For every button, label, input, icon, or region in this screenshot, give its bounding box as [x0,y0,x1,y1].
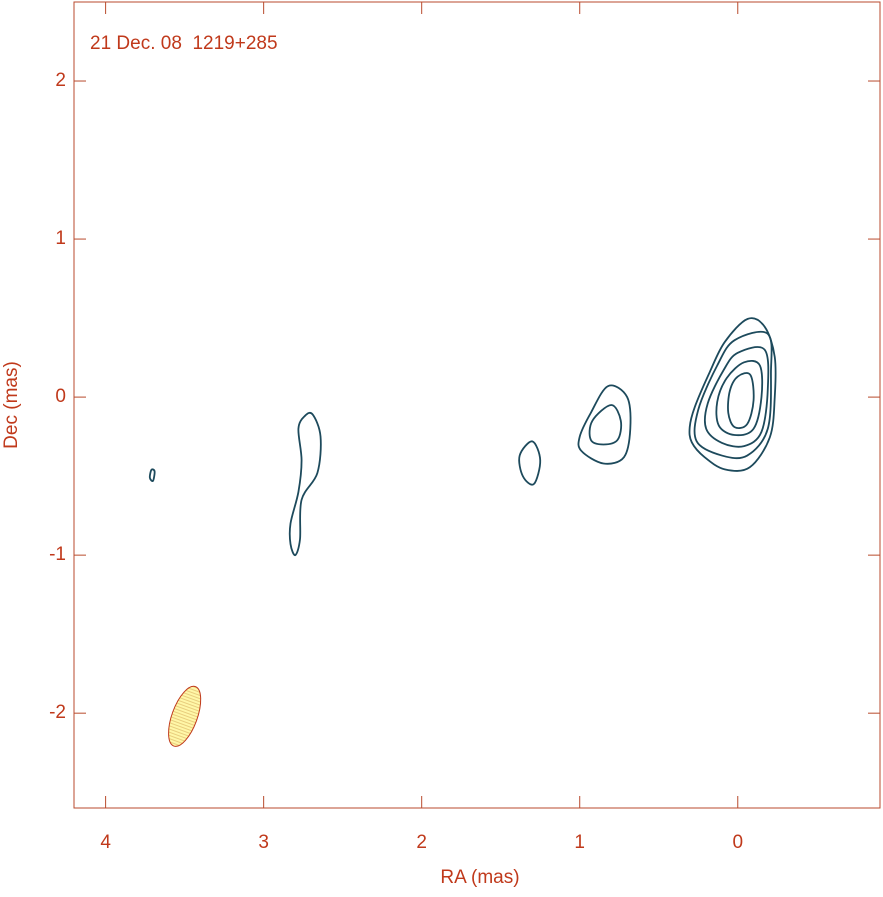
y-tick-label: 1 [55,228,66,249]
contour-line [727,372,755,430]
x-tick-label: 2 [416,832,427,853]
x-tick-label: 0 [732,832,743,853]
y-tick-label: -2 [49,702,66,723]
contour-line [288,411,322,557]
contour-line [715,359,764,437]
y-axis-label: Dec (mas) [1,361,22,449]
plot-frame [73,1,881,809]
y-tick-label: 0 [55,386,66,407]
y-tick-label: -1 [49,544,66,565]
contour-line [703,346,770,448]
contour-line [588,404,623,446]
x-tick-label: 1 [574,832,585,853]
contour-line [518,440,542,486]
contour-line [148,468,156,483]
x-tick-label: 4 [100,832,111,853]
y-tick-label: 2 [55,70,66,91]
contour-line [693,330,773,460]
x-axis-label: RA (mas) [440,867,519,888]
beam-outline [168,685,202,747]
contour-line [688,317,777,472]
contour-line [577,384,632,465]
x-tick-label: 3 [258,832,269,853]
chart-title: 21 Dec. 08 1219+285 [90,33,278,54]
